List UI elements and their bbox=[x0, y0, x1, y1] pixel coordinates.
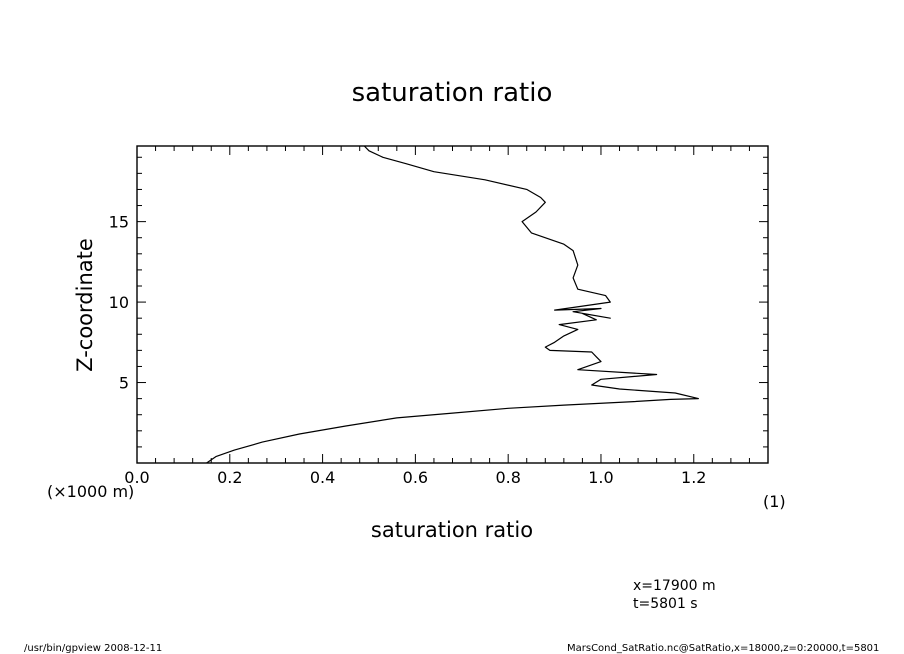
y-tick-label: 10 bbox=[109, 293, 129, 312]
x-axis-unit: (1) bbox=[763, 492, 786, 511]
x-tick-label: 1.0 bbox=[588, 468, 613, 487]
x-tick-label: 0.0 bbox=[124, 468, 149, 487]
y-axis-tick-labels: 5 10 15 bbox=[109, 213, 129, 393]
plot-frame bbox=[136, 145, 769, 464]
x-axis-label: saturation ratio bbox=[371, 518, 533, 542]
footer-command: /usr/bin/gpview 2008-12-11 bbox=[24, 643, 162, 654]
y-axis-label: Z-coordinate bbox=[73, 238, 97, 372]
y-tick-label: 5 bbox=[119, 374, 129, 393]
y-axis-ticks bbox=[137, 156, 768, 464]
chart-title: saturation ratio bbox=[352, 78, 553, 108]
saturation-ratio-profile-line bbox=[206, 145, 699, 464]
time-annotation: t=5801 s bbox=[633, 596, 698, 612]
x-tick-label: 1.2 bbox=[681, 468, 706, 487]
x-tick-label: 0.2 bbox=[217, 468, 242, 487]
x-axis-ticks bbox=[136, 146, 769, 463]
position-annotation: x=17900 m bbox=[633, 578, 716, 594]
x-axis-tick-labels: 0.0 0.2 0.4 0.6 0.8 1.0 1.2 bbox=[124, 468, 706, 487]
y-axis-unit: (×1000 m) bbox=[47, 482, 134, 501]
x-tick-label: 0.4 bbox=[310, 468, 335, 487]
footer-source: MarsCond_SatRatio.nc@SatRatio,x=18000,z=… bbox=[567, 643, 879, 654]
x-tick-label: 0.6 bbox=[403, 468, 428, 487]
y-tick-label: 15 bbox=[109, 213, 129, 232]
x-tick-label: 0.8 bbox=[495, 468, 520, 487]
